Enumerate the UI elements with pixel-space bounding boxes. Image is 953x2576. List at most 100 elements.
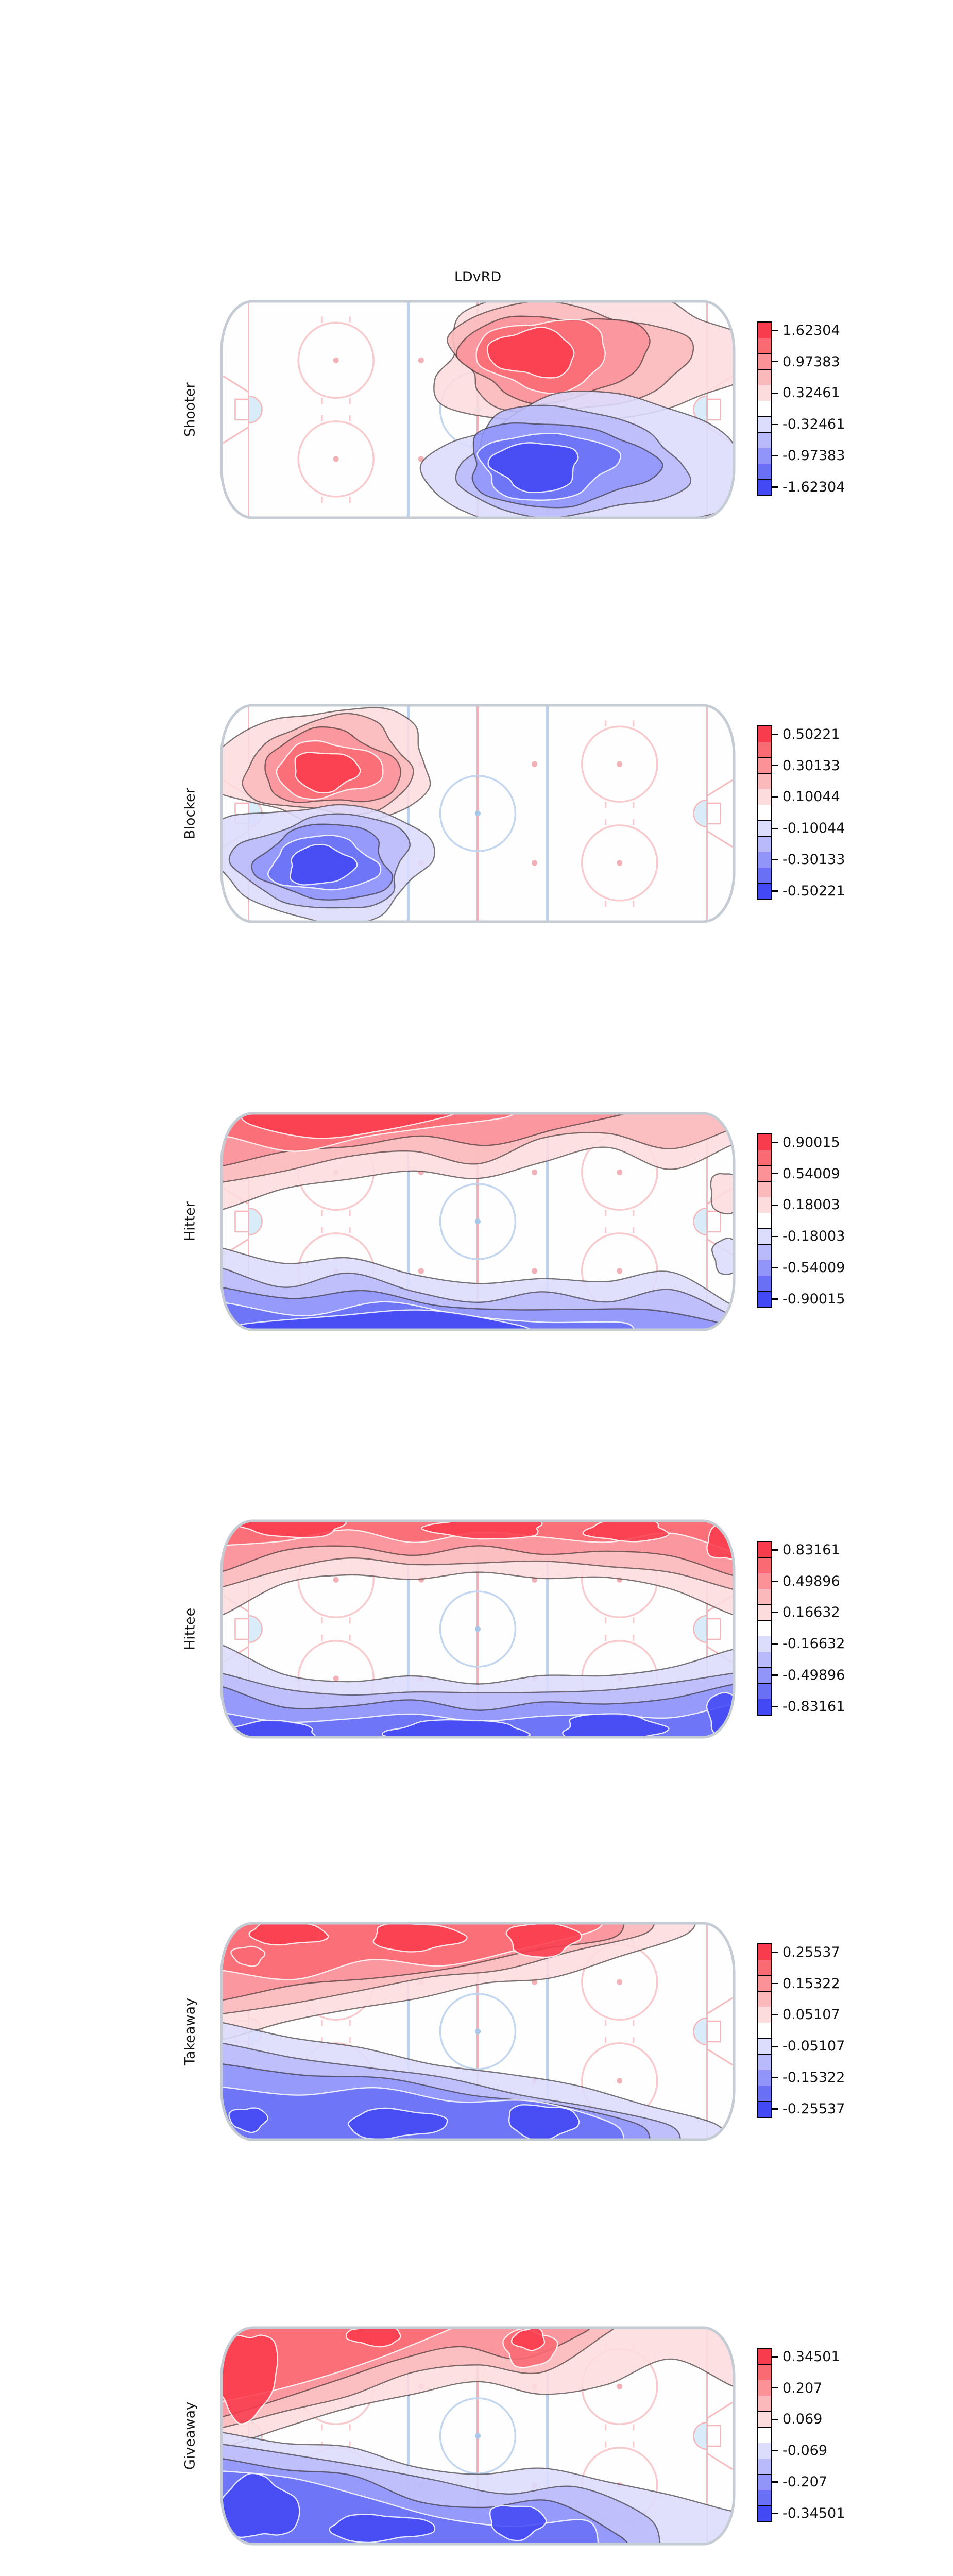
colorbar-segment (758, 804, 771, 821)
colorbar-segment (758, 337, 771, 354)
colorbar-tick (772, 2513, 778, 2514)
colorbar-segment (758, 448, 771, 464)
colorbar-tick (772, 1643, 778, 1645)
colorbar-segment (758, 789, 771, 805)
colorbar-segment (758, 1944, 771, 1960)
colorbar-tick-label: 0.83161 (782, 1541, 840, 1558)
rink-plot (220, 1922, 736, 2141)
colorbar-segment (758, 757, 771, 773)
colorbar-segment (758, 1197, 771, 1213)
colorbar-segment (758, 369, 771, 385)
colorbar-segment (758, 1651, 771, 1668)
colorbar-tick-label: 0.97383 (782, 353, 840, 370)
colorbar-tick-label: -0.30133 (782, 852, 845, 868)
colorbar-tick (772, 329, 778, 331)
colorbar-tick (772, 890, 778, 892)
colorbar-tick-label: 0.32461 (782, 385, 840, 401)
colorbar-segment (758, 820, 771, 836)
row-label-blocker: Blocker (182, 788, 198, 839)
colorbar-bar (757, 1943, 772, 2118)
colorbar-tick (772, 765, 778, 767)
colorbar-bar (757, 1133, 772, 1308)
colorbar-tick (772, 2045, 778, 2047)
colorbar-tick (772, 423, 778, 426)
colorbar-tick (772, 2387, 778, 2389)
colorbar-segment (758, 2380, 771, 2396)
colorbar-tick (772, 1235, 778, 1238)
colorbar-segment (758, 1181, 771, 1197)
colorbar-tick (772, 1612, 778, 1614)
colorbar-tick-label: 0.207 (782, 2380, 823, 2396)
colorbar-bar (757, 321, 772, 496)
colorbar-tick-label: 0.50221 (782, 726, 840, 742)
colorbar-segment (758, 2364, 771, 2380)
colorbar-tick (772, 2418, 778, 2420)
colorbar-segment (758, 741, 771, 758)
colorbar-tick-label: -0.49896 (782, 1667, 845, 1684)
colorbar-segment (758, 2443, 771, 2459)
colorbar-tick (772, 1549, 778, 1551)
colorbar-segment (758, 1228, 771, 1244)
colorbar-segment (758, 1260, 771, 1276)
colorbar-tick-label: -0.32461 (782, 416, 845, 433)
colorbar-tick-label: -0.18003 (782, 1228, 845, 1245)
colorbar-segment (758, 836, 771, 852)
colorbar-segment (758, 353, 771, 369)
rink-plot (220, 1519, 736, 1739)
rink-contour-svg (220, 1519, 736, 1739)
row-label-hitter: Hitter (182, 1201, 198, 1242)
colorbar-tick-label: -0.34501 (782, 2505, 845, 2522)
colorbar-bar (757, 725, 772, 900)
colorbar-tick-label: 0.10044 (782, 789, 840, 805)
panel-hitter: Hitter 0.90015 0.54009 0.18003 -0.18003 -0.5… (0, 1112, 953, 1331)
colorbar-tick (772, 1580, 778, 1582)
colorbar-tick-label: -0.83161 (782, 1699, 845, 1715)
colorbar-segment (758, 1636, 771, 1652)
colorbar: 0.25537 0.15322 0.05107 -0.05107 -0.15322 -0.… (757, 1943, 886, 2118)
colorbar: 0.50221 0.30133 0.10044 -0.10044 -0.30133 -0.… (757, 725, 886, 900)
colorbar-tick-label: 0.34501 (782, 2348, 840, 2365)
colorbar-tick (772, 2108, 778, 2110)
colorbar-segment (758, 1291, 771, 1308)
colorbar-tick-label: -0.207 (782, 2474, 828, 2490)
colorbar-tick-label: -0.10044 (782, 820, 845, 837)
colorbar-tick-label: 0.16632 (782, 1604, 840, 1621)
colorbar-tick (772, 392, 778, 394)
colorbar-segment (758, 385, 771, 401)
colorbar-segment (758, 479, 771, 496)
row-label-takeaway: Takeaway (182, 1997, 198, 2065)
row-label-hittee: Hittee (182, 1607, 198, 1651)
colorbar-segment (758, 1149, 771, 1166)
colorbar-segment (758, 1604, 771, 1620)
colorbar-segment (758, 2007, 771, 2023)
colorbar-segment (758, 1244, 771, 1260)
rink-contour-svg (220, 704, 736, 923)
colorbar-tick-label: 0.069 (782, 2411, 823, 2428)
colorbar-tick-label: -0.15322 (782, 2070, 845, 2086)
colorbar-segment (758, 2085, 771, 2102)
colorbar-tick (772, 733, 778, 735)
colorbar-segment (758, 1557, 771, 1573)
colorbar-tick (772, 1173, 778, 1175)
colorbar: 0.90015 0.54009 0.18003 -0.18003 -0.54009 -0.… (757, 1133, 886, 1308)
colorbar-segment (758, 1683, 771, 1699)
colorbar-tick-label: -1.62304 (782, 479, 845, 496)
rink-contour-svg (220, 1112, 736, 1331)
colorbar-tick (772, 1706, 778, 1707)
colorbar-tick-label: -0.16632 (782, 1636, 845, 1652)
rink-plot (220, 300, 736, 519)
colorbar-tick-label: -0.97383 (782, 448, 845, 464)
colorbar-segment (758, 432, 771, 448)
colorbar-segment (758, 1699, 771, 1715)
rink-plot (220, 2326, 736, 2546)
colorbar-tick (772, 486, 778, 488)
colorbar-segment (758, 2349, 771, 2364)
colorbar-segment (758, 883, 771, 900)
colorbar-segment (758, 1165, 771, 1181)
colorbar-tick (772, 1982, 778, 1985)
colorbar-segment (758, 2489, 771, 2506)
colorbar-tick-label: -0.90015 (782, 1291, 845, 1308)
colorbar-segment (758, 852, 771, 868)
colorbar-tick-label: 1.62304 (782, 322, 840, 338)
